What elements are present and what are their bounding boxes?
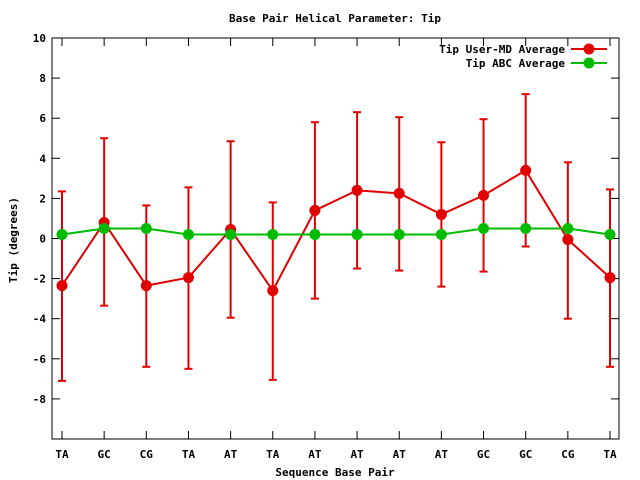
x-tick-label: TA [266, 448, 280, 461]
data-point-series-0 [478, 189, 490, 201]
data-point-series-1 [267, 228, 279, 240]
x-tick-label: TA [55, 448, 69, 461]
x-tick-label: TA [603, 448, 617, 461]
data-point-series-0 [140, 280, 152, 292]
x-tick-label: AT [393, 448, 407, 461]
x-tick-label: CG [561, 448, 575, 461]
error-bars [58, 93, 614, 382]
data-point-series-1 [140, 222, 152, 234]
data-point-series-0 [520, 164, 532, 176]
y-tick-label: 10 [33, 32, 46, 45]
data-point-series-0 [604, 272, 616, 284]
data-point-series-1 [393, 228, 405, 240]
y-tick-label: -2 [33, 273, 46, 286]
y-tick-label: 4 [39, 152, 46, 165]
series-lines [61, 168, 611, 293]
data-point-series-0 [56, 280, 68, 292]
legend-marker [583, 57, 595, 69]
data-point-series-1 [309, 228, 321, 240]
plot-area-frame [51, 37, 620, 440]
x-tick-label: GC [519, 448, 532, 461]
legend-label: Tip User-MD Average [439, 43, 565, 56]
legend-label: Tip ABC Average [466, 57, 566, 70]
data-point-series-0 [393, 187, 405, 199]
data-point-series-1 [351, 228, 363, 240]
y-tick-label: 8 [39, 72, 46, 85]
x-tick-label: CG [140, 448, 154, 461]
data-point-series-0 [309, 204, 321, 216]
y-axis: -8 -6 -4 -2 0 2 4 6 8 10 [33, 32, 619, 406]
data-point-series-0 [435, 208, 447, 220]
data-point-series-1 [520, 222, 532, 234]
y-axis-label: Tip (degrees) [7, 197, 20, 283]
data-point-series-0 [351, 184, 363, 196]
y-tick-label: -6 [33, 353, 47, 366]
data-point-series-1 [562, 222, 574, 234]
data-point-series-0 [562, 234, 574, 246]
y-tick-label: -4 [33, 313, 47, 326]
x-axis-label: Sequence Base Pair [275, 466, 395, 479]
data-point-series-0 [267, 285, 279, 297]
data-point-series-1 [98, 222, 110, 234]
x-tick-label: AT [350, 448, 364, 461]
x-axis: TA GC CG TA AT TA AT AT AT AT GC GC CG TA [55, 38, 617, 461]
x-tick-label: AT [435, 448, 449, 461]
data-point-series-1 [478, 222, 490, 234]
y-tick-label: 6 [39, 112, 46, 125]
legend-marker [583, 43, 595, 55]
data-point-series-1 [604, 228, 616, 240]
data-point-series-1 [56, 228, 68, 240]
data-point-series-0 [182, 272, 194, 284]
y-tick-label: 0 [39, 233, 46, 246]
series-line-1 [61, 227, 611, 236]
data-point-series-1 [182, 228, 194, 240]
x-tick-label: TA [182, 448, 196, 461]
data-point-series-1 [225, 228, 237, 240]
series-line-0 [61, 168, 611, 293]
chart-title: Base Pair Helical Parameter: Tip [229, 12, 441, 25]
x-tick-label: GC [98, 448, 111, 461]
y-tick-label: 2 [39, 192, 46, 205]
y-tick-label: -8 [33, 393, 46, 406]
data-point-series-1 [435, 228, 447, 240]
series-points [56, 164, 616, 297]
x-tick-label: GC [477, 448, 490, 461]
x-tick-label: AT [308, 448, 322, 461]
x-tick-label: AT [224, 448, 238, 461]
